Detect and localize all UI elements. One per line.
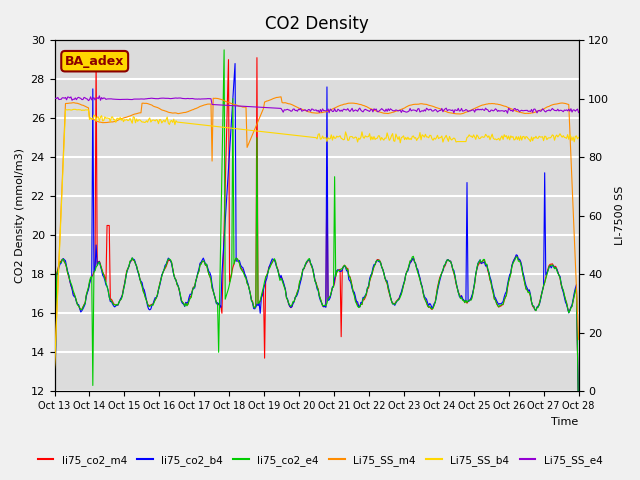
- X-axis label: Time: Time: [551, 417, 579, 427]
- Title: CO2 Density: CO2 Density: [265, 15, 369, 33]
- Y-axis label: LI-7500 SS: LI-7500 SS: [615, 186, 625, 245]
- Y-axis label: CO2 Density (mmol/m3): CO2 Density (mmol/m3): [15, 148, 25, 283]
- Text: BA_adex: BA_adex: [65, 55, 124, 68]
- Legend: li75_co2_m4, li75_co2_b4, li75_co2_e4, Li75_SS_m4, Li75_SS_b4, Li75_SS_e4: li75_co2_m4, li75_co2_b4, li75_co2_e4, L…: [33, 451, 607, 470]
